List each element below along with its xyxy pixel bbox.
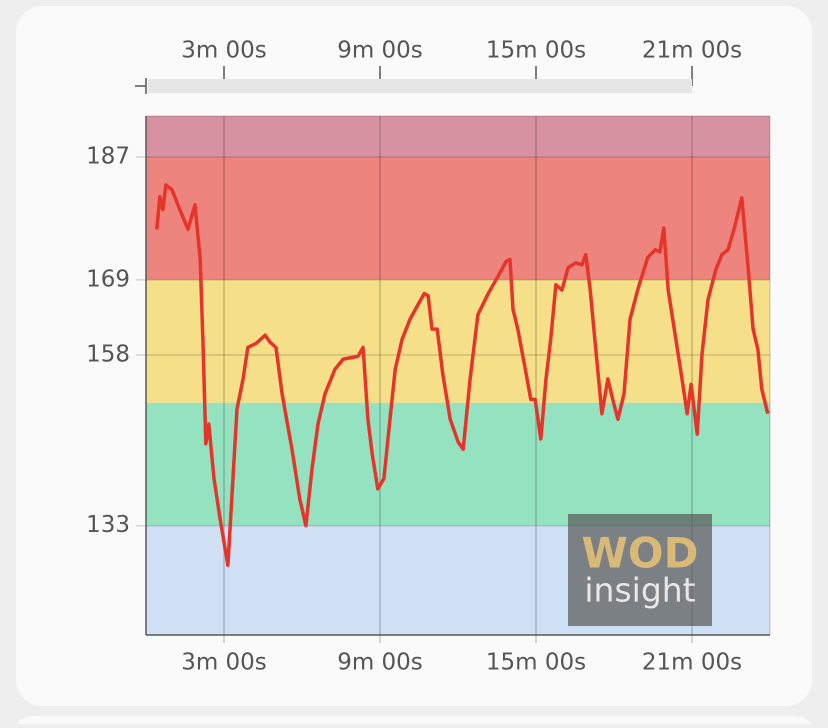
- watermark-wod: WOD: [582, 529, 699, 578]
- hr-zone: [146, 156, 770, 280]
- watermark-insight: insight: [584, 571, 695, 610]
- plot-border: [145, 115, 771, 636]
- x-tick-label: 15m 00s: [486, 650, 586, 676]
- hr-zone: [146, 279, 770, 403]
- plot: 133 158 169 187 3m 00s 3m 00s 9m 00s 9m 00s 15m …: [86, 38, 771, 676]
- x-tick-label-top: 15m 00s: [486, 38, 586, 64]
- hr-zone: [146, 402, 770, 526]
- y-tick-label: 158: [86, 342, 130, 368]
- x-tick-label: 21m 00s: [642, 650, 742, 676]
- scroll-bar[interactable]: [148, 79, 692, 93]
- x-tick-label-top: 9m 00s: [337, 38, 423, 64]
- watermark-box: [568, 514, 712, 626]
- x-tick-label: 3m 00s: [181, 650, 267, 676]
- y-tick-label: 169: [86, 266, 130, 292]
- y-tick-label: 187: [86, 143, 130, 169]
- next-card: [16, 716, 812, 728]
- x-tick-label-top: 21m 00s: [642, 38, 742, 64]
- hr-zone: [146, 116, 770, 157]
- x-tick-label: 9m 00s: [337, 650, 423, 676]
- y-tick-label: 133: [86, 512, 130, 538]
- hr-line: [155, 183, 770, 568]
- x-tick-label-top: 3m 00s: [181, 38, 267, 64]
